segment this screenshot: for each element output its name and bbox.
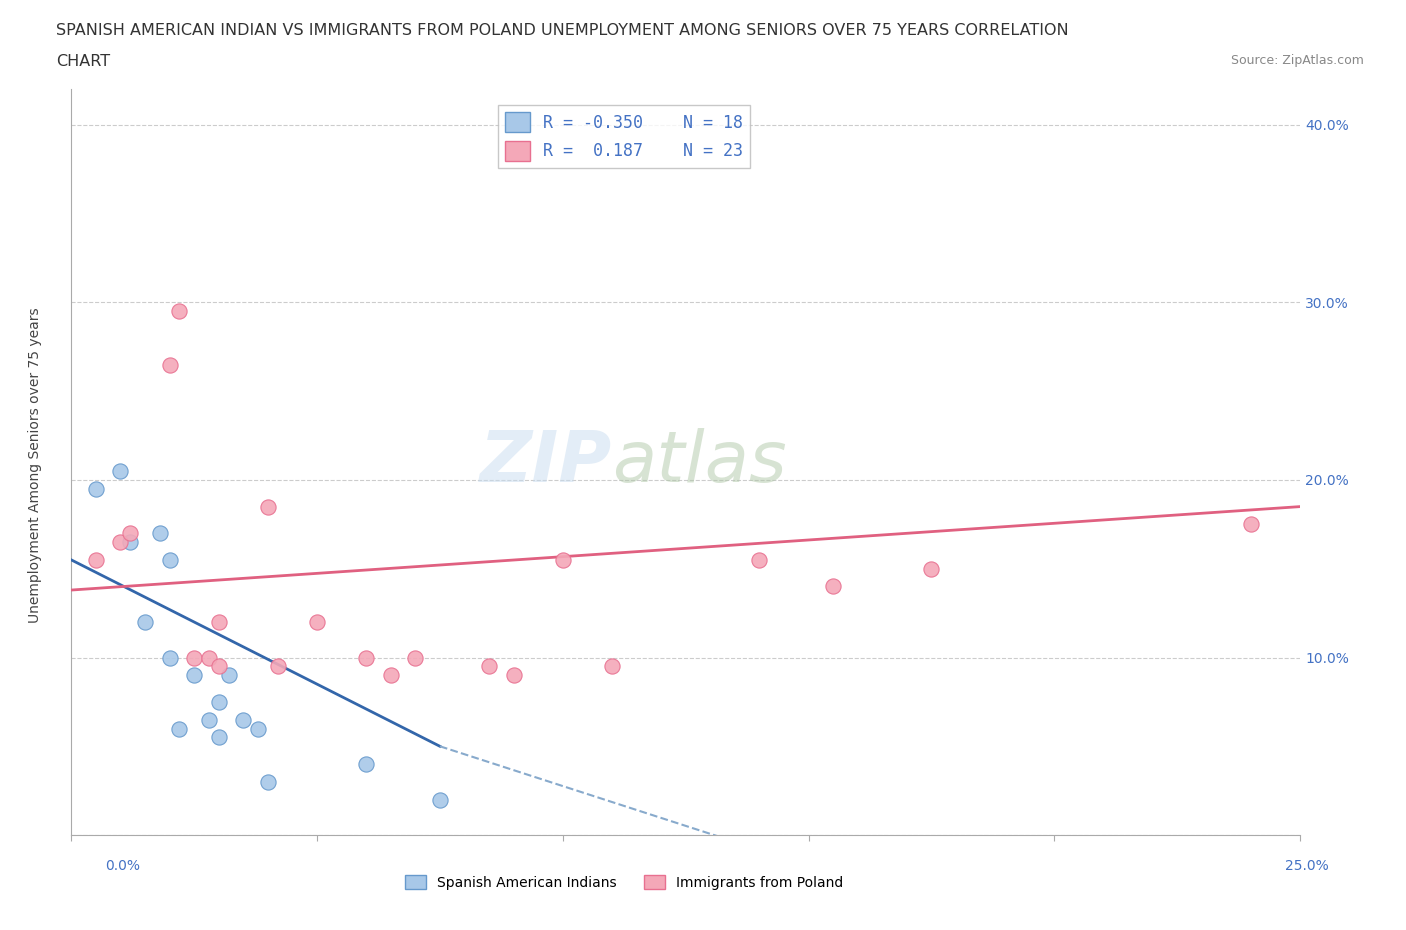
Point xyxy=(183,650,205,665)
Point xyxy=(257,499,280,514)
Point xyxy=(149,525,172,540)
Point xyxy=(218,668,240,683)
Point xyxy=(208,695,231,710)
Point xyxy=(134,615,156,630)
Text: CHART: CHART xyxy=(56,54,110,69)
Point xyxy=(380,668,402,683)
Point xyxy=(823,579,845,594)
Point xyxy=(551,552,574,567)
Point xyxy=(159,650,181,665)
Point xyxy=(198,650,221,665)
Point xyxy=(169,721,191,736)
Point xyxy=(1240,517,1263,532)
Point xyxy=(198,712,221,727)
Text: Unemployment Among Seniors over 75 years: Unemployment Among Seniors over 75 years xyxy=(28,307,42,623)
Point xyxy=(257,775,280,790)
Text: 0.0%: 0.0% xyxy=(105,858,141,872)
Point xyxy=(247,721,270,736)
Point xyxy=(502,668,524,683)
Text: ZIP: ZIP xyxy=(479,428,612,497)
Point xyxy=(169,304,191,319)
Point xyxy=(110,464,132,479)
Point xyxy=(120,525,142,540)
Point xyxy=(159,357,181,372)
Point xyxy=(748,552,770,567)
Point xyxy=(600,659,623,674)
Point xyxy=(404,650,426,665)
Point xyxy=(120,535,142,550)
Text: atlas: atlas xyxy=(612,428,786,497)
Point xyxy=(110,535,132,550)
Point xyxy=(84,482,107,497)
Text: 25.0%: 25.0% xyxy=(1285,858,1329,872)
Point xyxy=(478,659,501,674)
Point xyxy=(232,712,254,727)
Point xyxy=(208,659,231,674)
Point xyxy=(84,552,107,567)
Point xyxy=(354,757,377,772)
Point xyxy=(354,650,377,665)
Point xyxy=(183,668,205,683)
Point xyxy=(920,562,942,577)
Point xyxy=(208,730,231,745)
Text: Source: ZipAtlas.com: Source: ZipAtlas.com xyxy=(1230,54,1364,67)
Point xyxy=(159,552,181,567)
Text: SPANISH AMERICAN INDIAN VS IMMIGRANTS FROM POLAND UNEMPLOYMENT AMONG SENIORS OVE: SPANISH AMERICAN INDIAN VS IMMIGRANTS FR… xyxy=(56,23,1069,38)
Point xyxy=(429,792,451,807)
Point xyxy=(305,615,328,630)
Point xyxy=(208,615,231,630)
Legend: R = -0.350    N = 18, R =  0.187    N = 23: R = -0.350 N = 18, R = 0.187 N = 23 xyxy=(498,105,749,167)
Point xyxy=(267,659,290,674)
